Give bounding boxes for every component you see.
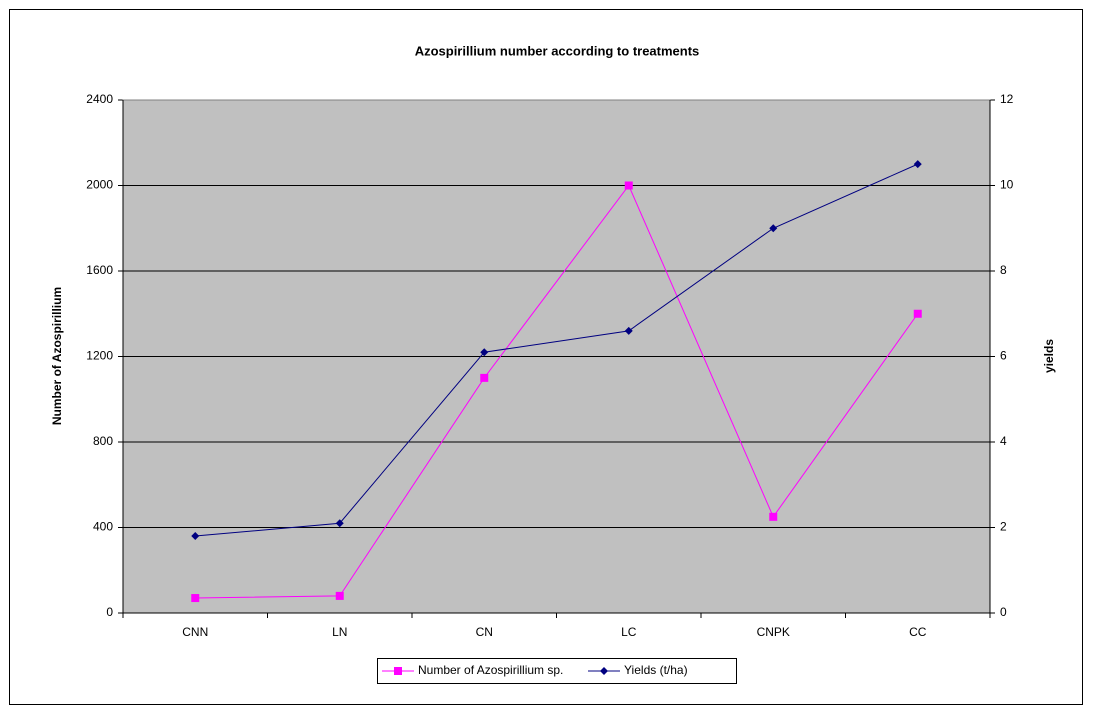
- y2-tick-label: 0: [1000, 605, 1007, 619]
- legend-marker: [394, 667, 402, 675]
- y2-tick-label: 12: [1000, 92, 1014, 106]
- series-line: [195, 163, 918, 537]
- legend-label: Yields (t/ha): [624, 663, 688, 677]
- y-tick-label: 1200: [86, 349, 113, 363]
- x-tick-label: CN: [476, 625, 493, 639]
- legend-label: Number of Azospirillium sp.: [418, 663, 563, 677]
- series-line: [195, 184, 919, 599]
- x-tick-label: CNPK: [757, 625, 790, 639]
- series-marker: [191, 594, 200, 603]
- series-marker: [624, 326, 633, 335]
- y-tick-label: 1600: [86, 263, 113, 277]
- y-axis-title: Number of Azospirillium: [50, 287, 64, 425]
- y-tick-label: 400: [93, 520, 113, 534]
- y2-tick-label: 6: [1000, 349, 1007, 363]
- series-marker: [769, 512, 778, 521]
- series-marker: [335, 591, 344, 600]
- series-marker: [624, 181, 633, 190]
- y2-tick-label: 4: [1000, 434, 1007, 448]
- y-tick-label: 0: [106, 605, 113, 619]
- series-marker: [913, 309, 922, 318]
- series-marker: [335, 519, 344, 528]
- legend: [377, 658, 737, 684]
- series-marker: [480, 348, 489, 357]
- x-tick-label: CC: [909, 625, 927, 639]
- y2-tick-label: 10: [1000, 178, 1014, 192]
- y2-tick-label: 2: [1000, 520, 1007, 534]
- y2-axis-title: yields: [1042, 339, 1056, 373]
- y-tick-label: 800: [93, 434, 113, 448]
- x-tick-label: LC: [621, 625, 637, 639]
- series-marker: [480, 373, 489, 382]
- y-tick-label: 2400: [86, 92, 113, 106]
- legend-marker: [600, 667, 608, 675]
- y-tick-label: 2000: [86, 178, 113, 192]
- series-marker: [913, 160, 922, 169]
- series-marker: [769, 224, 778, 233]
- y2-tick-label: 8: [1000, 263, 1007, 277]
- x-tick-label: LN: [332, 625, 347, 639]
- series-marker: [191, 532, 200, 541]
- x-tick-label: CNN: [182, 625, 208, 639]
- chart-title: Azospirillium number according to treatm…: [415, 43, 700, 58]
